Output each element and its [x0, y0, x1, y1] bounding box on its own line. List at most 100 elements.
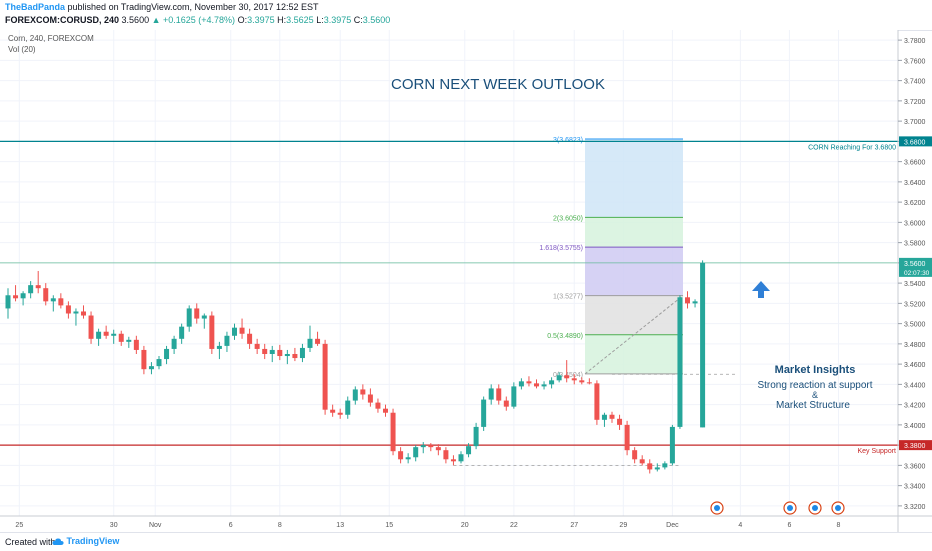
candle-body: [571, 378, 577, 381]
candle-body: [526, 381, 532, 384]
x-tick-label: 25: [15, 522, 23, 529]
publish-line: TheBadPanda published on TradingView.com…: [5, 2, 319, 12]
y-tick-label: 3.5200: [904, 301, 926, 308]
candle-body: [420, 445, 426, 448]
x-tick-label: 6: [229, 522, 233, 529]
event-flag-icon-dot: [714, 505, 720, 511]
low-label: L:: [316, 15, 324, 25]
candle-body: [103, 331, 109, 336]
candle-body: [81, 311, 86, 316]
candle-body: [443, 450, 449, 460]
support-axis-badge: [899, 440, 932, 451]
resistance-axis-label: 3.6800: [904, 139, 926, 146]
candle-body: [654, 467, 660, 470]
close-value: 3.5600: [362, 15, 391, 25]
legend-volume: Vol (20): [8, 45, 36, 54]
candle-body: [65, 305, 71, 314]
candle-body: [556, 375, 562, 381]
y-tick-label: 3.4200: [904, 403, 926, 410]
author-link[interactable]: TheBadPanda: [5, 2, 66, 12]
candle-body: [216, 345, 222, 349]
fib-zone: [585, 295, 683, 335]
candle-body: [164, 348, 170, 360]
candle-body: [601, 414, 607, 420]
fib-trend-line: [584, 295, 684, 375]
y-tick-label: 3.7400: [904, 79, 926, 86]
candle-body: [96, 331, 102, 339]
open-value: 3.3975: [247, 15, 275, 25]
candle-body: [292, 354, 298, 359]
tradingview-brand: TradingView: [66, 536, 120, 546]
y-tick-label: 3.4600: [904, 362, 926, 369]
last-price: 3.5600: [121, 15, 150, 25]
fib-level-label: 0.5(3.4890): [547, 333, 583, 340]
price-chart[interactable]: 0(3.4504)0.5(3.4890)1(3.5277)1.618(3.575…: [0, 30, 932, 532]
candle-body: [269, 349, 275, 354]
candle-body: [458, 454, 464, 462]
candle-body: [428, 445, 434, 448]
candle-body: [511, 386, 517, 407]
y-tick-label: 3.4400: [904, 382, 926, 389]
candle-body: [224, 335, 230, 346]
fib-zone: [585, 247, 683, 296]
candle-body: [692, 301, 698, 304]
x-tick-label: Dec: [666, 522, 679, 529]
candle-body: [662, 463, 668, 468]
candle-body: [194, 308, 200, 319]
candle-body: [503, 400, 509, 407]
fib-level-label: 3(3.6823): [553, 137, 583, 144]
high-value: 3.5625: [286, 15, 314, 25]
insights-line-3: Market Structure: [776, 400, 850, 411]
candle-body: [262, 348, 268, 354]
fib-zone: [585, 139, 683, 218]
x-tick-label: 29: [619, 522, 627, 529]
candle-body: [43, 288, 49, 302]
candle-body: [239, 327, 245, 334]
x-tick-label: 20: [461, 522, 469, 529]
y-tick-label: 3.5000: [904, 322, 926, 329]
candle-body: [700, 262, 706, 428]
candle-body: [586, 382, 592, 384]
y-tick-label: 3.6200: [904, 200, 926, 207]
x-tick-label: 4: [738, 522, 742, 529]
candle-body: [148, 366, 154, 370]
price-change: ▲ +0.1625 (+4.78%): [151, 15, 236, 25]
candle-body: [13, 295, 19, 299]
candle-body: [277, 349, 283, 357]
x-tick-label: 8: [278, 522, 282, 529]
created-with-text: Created with: [5, 537, 56, 547]
candle-body: [488, 388, 494, 400]
candle-body: [564, 375, 570, 379]
candle-body: [541, 384, 547, 387]
symbol-text: FOREXCOM:CORUSD, 240: [5, 15, 120, 25]
candle-body: [677, 297, 683, 427]
fib-zone: [585, 334, 683, 374]
resistance-axis-badge: [899, 136, 932, 147]
x-tick-label: 13: [336, 522, 344, 529]
candle-body: [450, 459, 456, 462]
y-tick-label: 3.7600: [904, 58, 926, 65]
candle-body: [496, 388, 502, 401]
candle-body: [390, 412, 396, 452]
low-value: 3.3975: [323, 15, 352, 25]
candle-body: [186, 308, 192, 327]
candle-body: [624, 424, 630, 451]
candle-body: [594, 383, 600, 420]
candle-body: [111, 333, 117, 336]
y-tick-label: 3.3200: [904, 504, 926, 511]
candle-body: [133, 339, 139, 350]
up-arrow-icon: [752, 281, 770, 298]
support-label: Key Support: [857, 448, 896, 455]
candle-body: [88, 315, 94, 339]
insights-title: Market Insights: [775, 364, 856, 376]
candle-body: [639, 459, 645, 464]
last-price-axis-label: 3.5600: [904, 261, 926, 268]
tradingview-logo[interactable]: TradingView: [52, 536, 119, 546]
candle-body: [609, 414, 615, 419]
fib-level-label: 1(3.5277): [553, 294, 583, 301]
candle-body: [73, 311, 79, 314]
ohlc-line: FOREXCOM:CORUSD, 240 3.5600 ▲ +0.1625 (+…: [5, 15, 390, 25]
candle-body: [179, 326, 185, 339]
x-tick-label: 6: [787, 522, 791, 529]
last-price-axis-badge: [899, 257, 932, 277]
